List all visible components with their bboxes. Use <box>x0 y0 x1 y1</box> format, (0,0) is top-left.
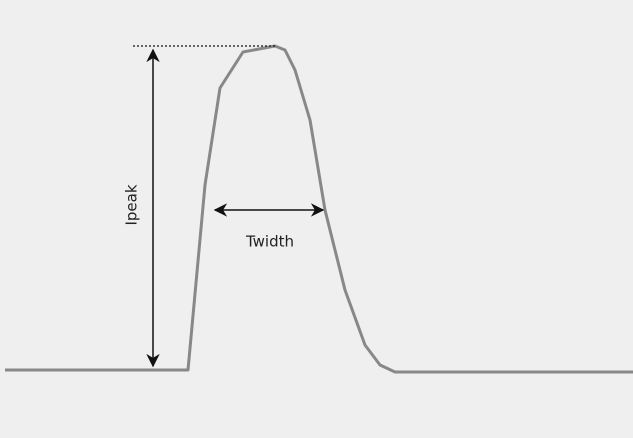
pulse-curve <box>5 44 633 374</box>
peak-label: Ipeak <box>123 184 141 225</box>
width-label: Twidth <box>245 233 294 251</box>
